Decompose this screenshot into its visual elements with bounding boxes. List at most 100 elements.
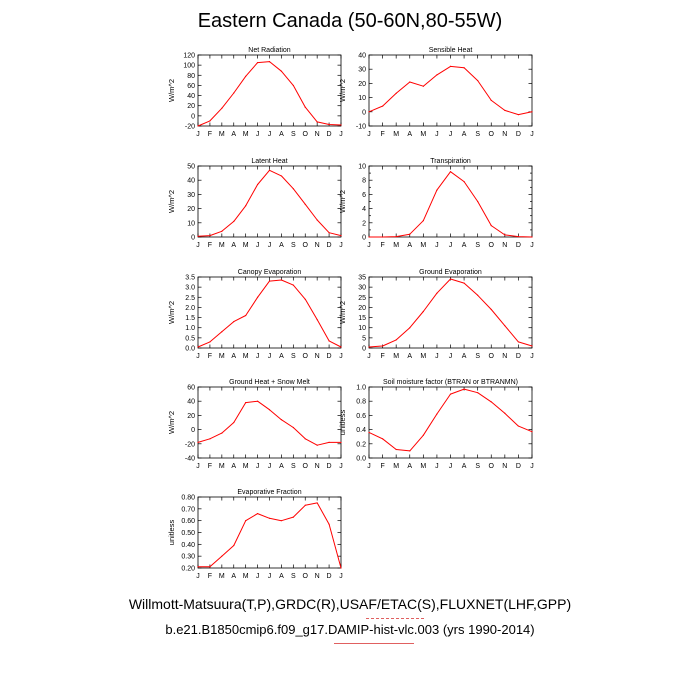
data-point [221,331,223,333]
data-point [449,393,452,395]
x-tick-label: A [231,242,236,249]
x-tick-label: F [380,353,384,360]
data-point [504,412,506,414]
data-point [292,84,294,87]
y-axis-label: unitless [167,520,176,546]
x-tick-label: J [435,242,439,249]
y-tick-label: 40 [187,178,195,185]
y-tick-label: 0.20 [181,566,195,573]
x-tick-label: A [462,131,467,138]
y-tick-label: 3.0 [185,285,195,292]
data-point [340,124,342,126]
x-tick-label: D [327,353,332,360]
x-tick-label: J [530,131,534,138]
x-tick-label: A [279,463,284,470]
panel-title: Canopy Evaporation [238,269,302,276]
data-point [531,431,533,433]
data-point [531,345,533,347]
y-tick-label: 30 [358,285,366,292]
y-axis-label: W/m^2 [167,411,176,434]
data-point [245,75,247,77]
plot-frame [197,386,342,459]
data-point [233,544,235,547]
data-point [490,225,492,227]
y-tick-label: 40 [187,93,195,100]
data-point [268,280,271,282]
data-point [268,169,271,171]
data-point [381,438,384,440]
data-point [395,92,397,94]
x-tick-label: O [489,242,495,249]
data-point [280,520,283,522]
x-tick-label: M [243,353,249,360]
x-tick-label: J [435,463,439,470]
x-tick-label: M [420,131,426,138]
chart-panel: Sensible Heat W/m^2 -10 0 10 20 30 40 J F M A M J J A S O… [338,47,534,138]
plot-frame [197,165,342,238]
data-point [304,203,306,205]
data-sources-caption: Willmott-Matsuura(T,P),GRDC(R),USAF/ETAC… [128,596,572,612]
series-line [197,169,342,237]
x-tick-label: S [475,463,480,470]
x-tick-label: M [219,131,225,138]
y-tick-label: 0.2 [356,441,366,448]
y-tick-label: 80 [187,73,195,80]
data-point [531,236,533,238]
data-point [436,189,438,191]
chart-panel: Canopy Evaporation W/m^2 0.0 0.5 1.0 1.5 2.0 2.… [167,269,343,360]
data-point [209,234,211,237]
x-tick-label: N [502,353,507,360]
y-tick-label: 20 [187,103,195,110]
data-point [477,392,479,394]
x-tick-label: O [303,131,309,138]
series-line [368,388,533,452]
x-tick-label: A [407,242,412,249]
y-tick-label: 0.0 [356,456,366,463]
data-point [422,310,424,313]
data-point [304,504,306,506]
y-tick-label: 0 [191,113,195,120]
x-tick-label: O [489,131,495,138]
x-tick-label: J [435,131,439,138]
data-point [280,70,283,72]
x-tick-label: J [256,573,260,580]
data-point [209,566,211,568]
data-point [197,441,199,443]
x-tick-label: A [279,242,284,249]
x-tick-label: S [291,242,296,249]
x-tick-label: J [196,463,200,470]
x-tick-label: D [327,131,332,138]
y-tick-label: 0.5 [185,335,195,342]
x-tick-label: M [393,131,399,138]
data-point [233,321,235,323]
data-point [409,450,411,452]
y-tick-label: 30 [358,67,366,74]
data-point [449,171,452,173]
data-point [245,402,247,404]
data-point [256,183,259,186]
data-point [233,220,235,222]
series-line [198,502,342,569]
x-tick-label: A [231,463,236,470]
y-tick-label: 0 [191,427,195,434]
x-tick-label: F [380,131,384,138]
y-tick-label: 0.4 [356,427,366,434]
x-tick-label: J [268,131,272,138]
panel-title: Latent Heat [251,158,287,165]
panel-title: Net Radiation [248,47,291,54]
page-title: Eastern Canada (50-60N,80-55W) [197,10,503,32]
x-tick-label: N [315,353,320,360]
data-point [340,441,342,443]
y-tick-label: 15 [358,315,366,322]
data-point [304,298,306,300]
data-point [436,292,438,294]
x-tick-label: M [219,463,225,470]
y-tick-label: 4 [362,206,366,213]
x-tick-label: N [315,573,320,580]
plot-frame [368,276,533,349]
y-tick-label: 10 [187,220,195,227]
x-tick-label: O [303,242,309,249]
data-point [304,106,306,108]
y-tick-label: 2.5 [185,295,195,302]
y-axis-label: W/m^2 [338,190,347,213]
